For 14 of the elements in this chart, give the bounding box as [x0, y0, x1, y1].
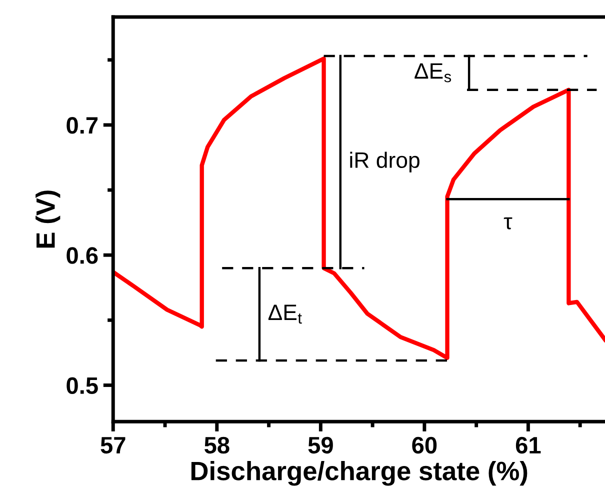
annotation: ΔE$_{t}$: [268, 304, 302, 324]
y-axis-title: E (V): [36, 190, 60, 248]
x-tick-label: 59: [308, 436, 333, 454]
annotation: τ: [504, 217, 512, 230]
y-tick-label: 0.7: [66, 117, 98, 134]
annotation: iR drop: [350, 152, 420, 172]
x-axis-title: Discharge/charge state (%): [191, 461, 528, 486]
x-tick-label: 57: [100, 437, 126, 454]
x-tick-label: 60: [412, 436, 437, 454]
y-tick-label: 0.5: [66, 377, 98, 394]
x-tick-label: 58: [204, 436, 230, 454]
annotation: ΔE$_{s}$: [414, 63, 452, 82]
x-tick-label: 61: [516, 436, 541, 454]
y-tick-label: 0.6: [66, 247, 98, 264]
